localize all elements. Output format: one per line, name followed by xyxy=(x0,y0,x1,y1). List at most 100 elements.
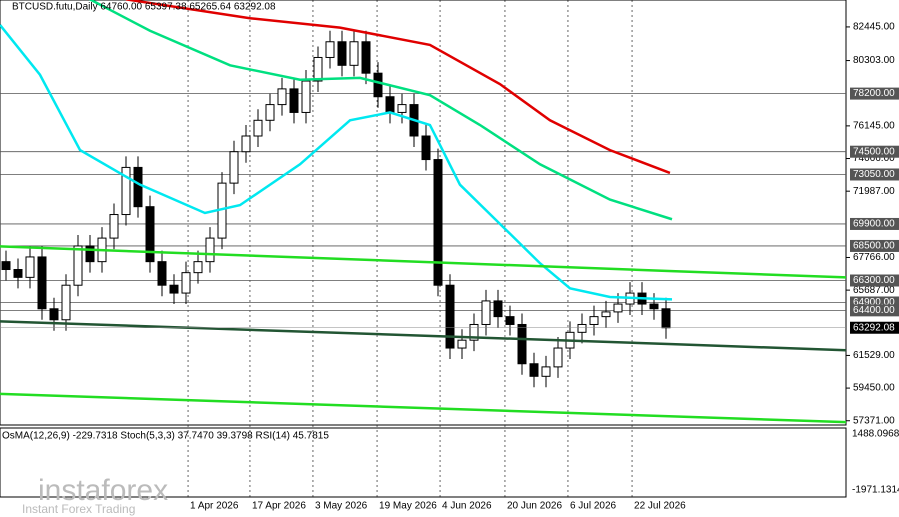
moving-average xyxy=(0,320,847,352)
level-label: 68500.00 xyxy=(853,241,895,252)
moving-average xyxy=(0,24,673,301)
candle-body xyxy=(541,366,551,377)
y-tick-label: 71987.00 xyxy=(853,186,895,197)
candle-body xyxy=(457,339,467,349)
candle-body xyxy=(649,303,659,310)
indicator-pane xyxy=(0,427,847,498)
candle-body xyxy=(109,214,119,239)
moving-average xyxy=(0,245,847,279)
indicator-title: OsMA(12,26,9) -229.7318 Stoch(5,3,3) 37.… xyxy=(2,431,329,442)
x-tick-label: 19 May 2026 xyxy=(379,501,437,512)
moving-average xyxy=(89,0,673,221)
x-tick-label: 17 Apr 2026 xyxy=(252,501,306,512)
chart-title: BTCUSD.futu,Daily 64760.00 65397.38 6526… xyxy=(12,2,276,13)
candle-body xyxy=(13,269,23,278)
candle-body xyxy=(421,135,431,161)
y2-tick-label: -1971.1314 xyxy=(852,485,899,496)
x-tick-label: 20 Jun 2026 xyxy=(507,501,562,512)
moving-average xyxy=(0,392,847,424)
candle-body xyxy=(49,308,59,321)
candle-body xyxy=(385,96,395,113)
level-label: 66300.00 xyxy=(853,275,895,286)
candle-body xyxy=(301,80,311,113)
candle-body xyxy=(157,261,167,286)
candle-body xyxy=(85,245,95,263)
level-box xyxy=(850,239,899,252)
x-tick-label: 1 Apr 2026 xyxy=(190,501,239,512)
level-box xyxy=(850,217,899,230)
y-tick-label: 80303.00 xyxy=(853,55,895,66)
level-label: 74500.00 xyxy=(853,146,895,157)
candle-body xyxy=(397,104,407,113)
y-tick-label: 74066.00 xyxy=(853,153,895,164)
candle-body xyxy=(349,41,359,66)
candle-body xyxy=(181,272,191,294)
candle-body xyxy=(121,166,131,216)
candle-body xyxy=(433,159,443,286)
x-tick-label: 3 May 2026 xyxy=(315,501,368,512)
candle-body xyxy=(241,135,251,153)
y-tick-label: 76145.00 xyxy=(853,121,895,132)
watermark: instaforex xyxy=(38,474,168,507)
level-label: 64900.00 xyxy=(853,297,895,308)
x-tick-label: 22 Jul 2026 xyxy=(634,501,686,512)
candle-body xyxy=(73,245,83,286)
y-tick-label: 67766.00 xyxy=(853,252,895,263)
level-box xyxy=(850,87,899,100)
watermark-sub: Instant Forex Trading xyxy=(22,502,135,516)
candle-body xyxy=(25,256,35,278)
moving-average xyxy=(125,0,671,175)
y-tick-label: 59450.00 xyxy=(853,383,895,394)
candle-body xyxy=(373,72,383,98)
candle-body xyxy=(553,347,563,368)
candle-body xyxy=(589,316,599,325)
candle-body xyxy=(493,300,503,318)
x-tick-label: 6 Jul 2026 xyxy=(570,501,617,512)
candle-body xyxy=(313,56,323,82)
candle-body xyxy=(289,88,299,113)
candle-body xyxy=(469,323,479,341)
candle-body xyxy=(1,261,11,271)
candle-body xyxy=(577,323,587,333)
candle-body xyxy=(37,256,47,310)
candle-body xyxy=(481,300,491,325)
main-pane xyxy=(0,0,847,426)
candle-body xyxy=(61,284,71,321)
y2-tick-label: 1488.0968 xyxy=(852,429,899,440)
candle-body xyxy=(601,311,611,318)
x-tick-label: 4 Jun 2026 xyxy=(442,501,492,512)
level-label: 78200.00 xyxy=(853,88,895,99)
candle-body xyxy=(505,316,515,325)
candle-body xyxy=(193,261,203,274)
candle-body xyxy=(145,206,155,263)
candle-body xyxy=(277,88,287,106)
y-tick-label: 61529.00 xyxy=(853,350,895,361)
level-label: 73050.00 xyxy=(853,169,895,180)
candle-body xyxy=(133,166,143,208)
last-price-box xyxy=(850,321,899,334)
y-tick-label: 65687.00 xyxy=(853,285,895,296)
candle-body xyxy=(253,119,263,137)
last-price-label: 63292.08 xyxy=(853,322,895,333)
candle-body xyxy=(517,323,527,365)
candle-body xyxy=(529,363,539,377)
candle-body xyxy=(445,284,455,349)
candle-body xyxy=(337,41,347,66)
candle-body xyxy=(265,104,275,121)
candle-body xyxy=(325,41,335,58)
candle-body xyxy=(661,308,671,329)
level-box xyxy=(850,168,899,181)
level-label: 69900.00 xyxy=(853,219,895,230)
level-label: 64400.00 xyxy=(853,305,895,316)
level-box xyxy=(850,274,899,287)
candle-body xyxy=(205,237,215,263)
y-tick-label: 82445.00 xyxy=(853,22,895,33)
candle-body xyxy=(229,151,239,184)
y-tick-label: 57371.00 xyxy=(853,415,895,426)
level-box xyxy=(850,304,899,317)
level-box xyxy=(850,145,899,158)
candle-body xyxy=(613,303,623,313)
candle-body xyxy=(169,284,179,294)
candle-body xyxy=(361,41,371,74)
